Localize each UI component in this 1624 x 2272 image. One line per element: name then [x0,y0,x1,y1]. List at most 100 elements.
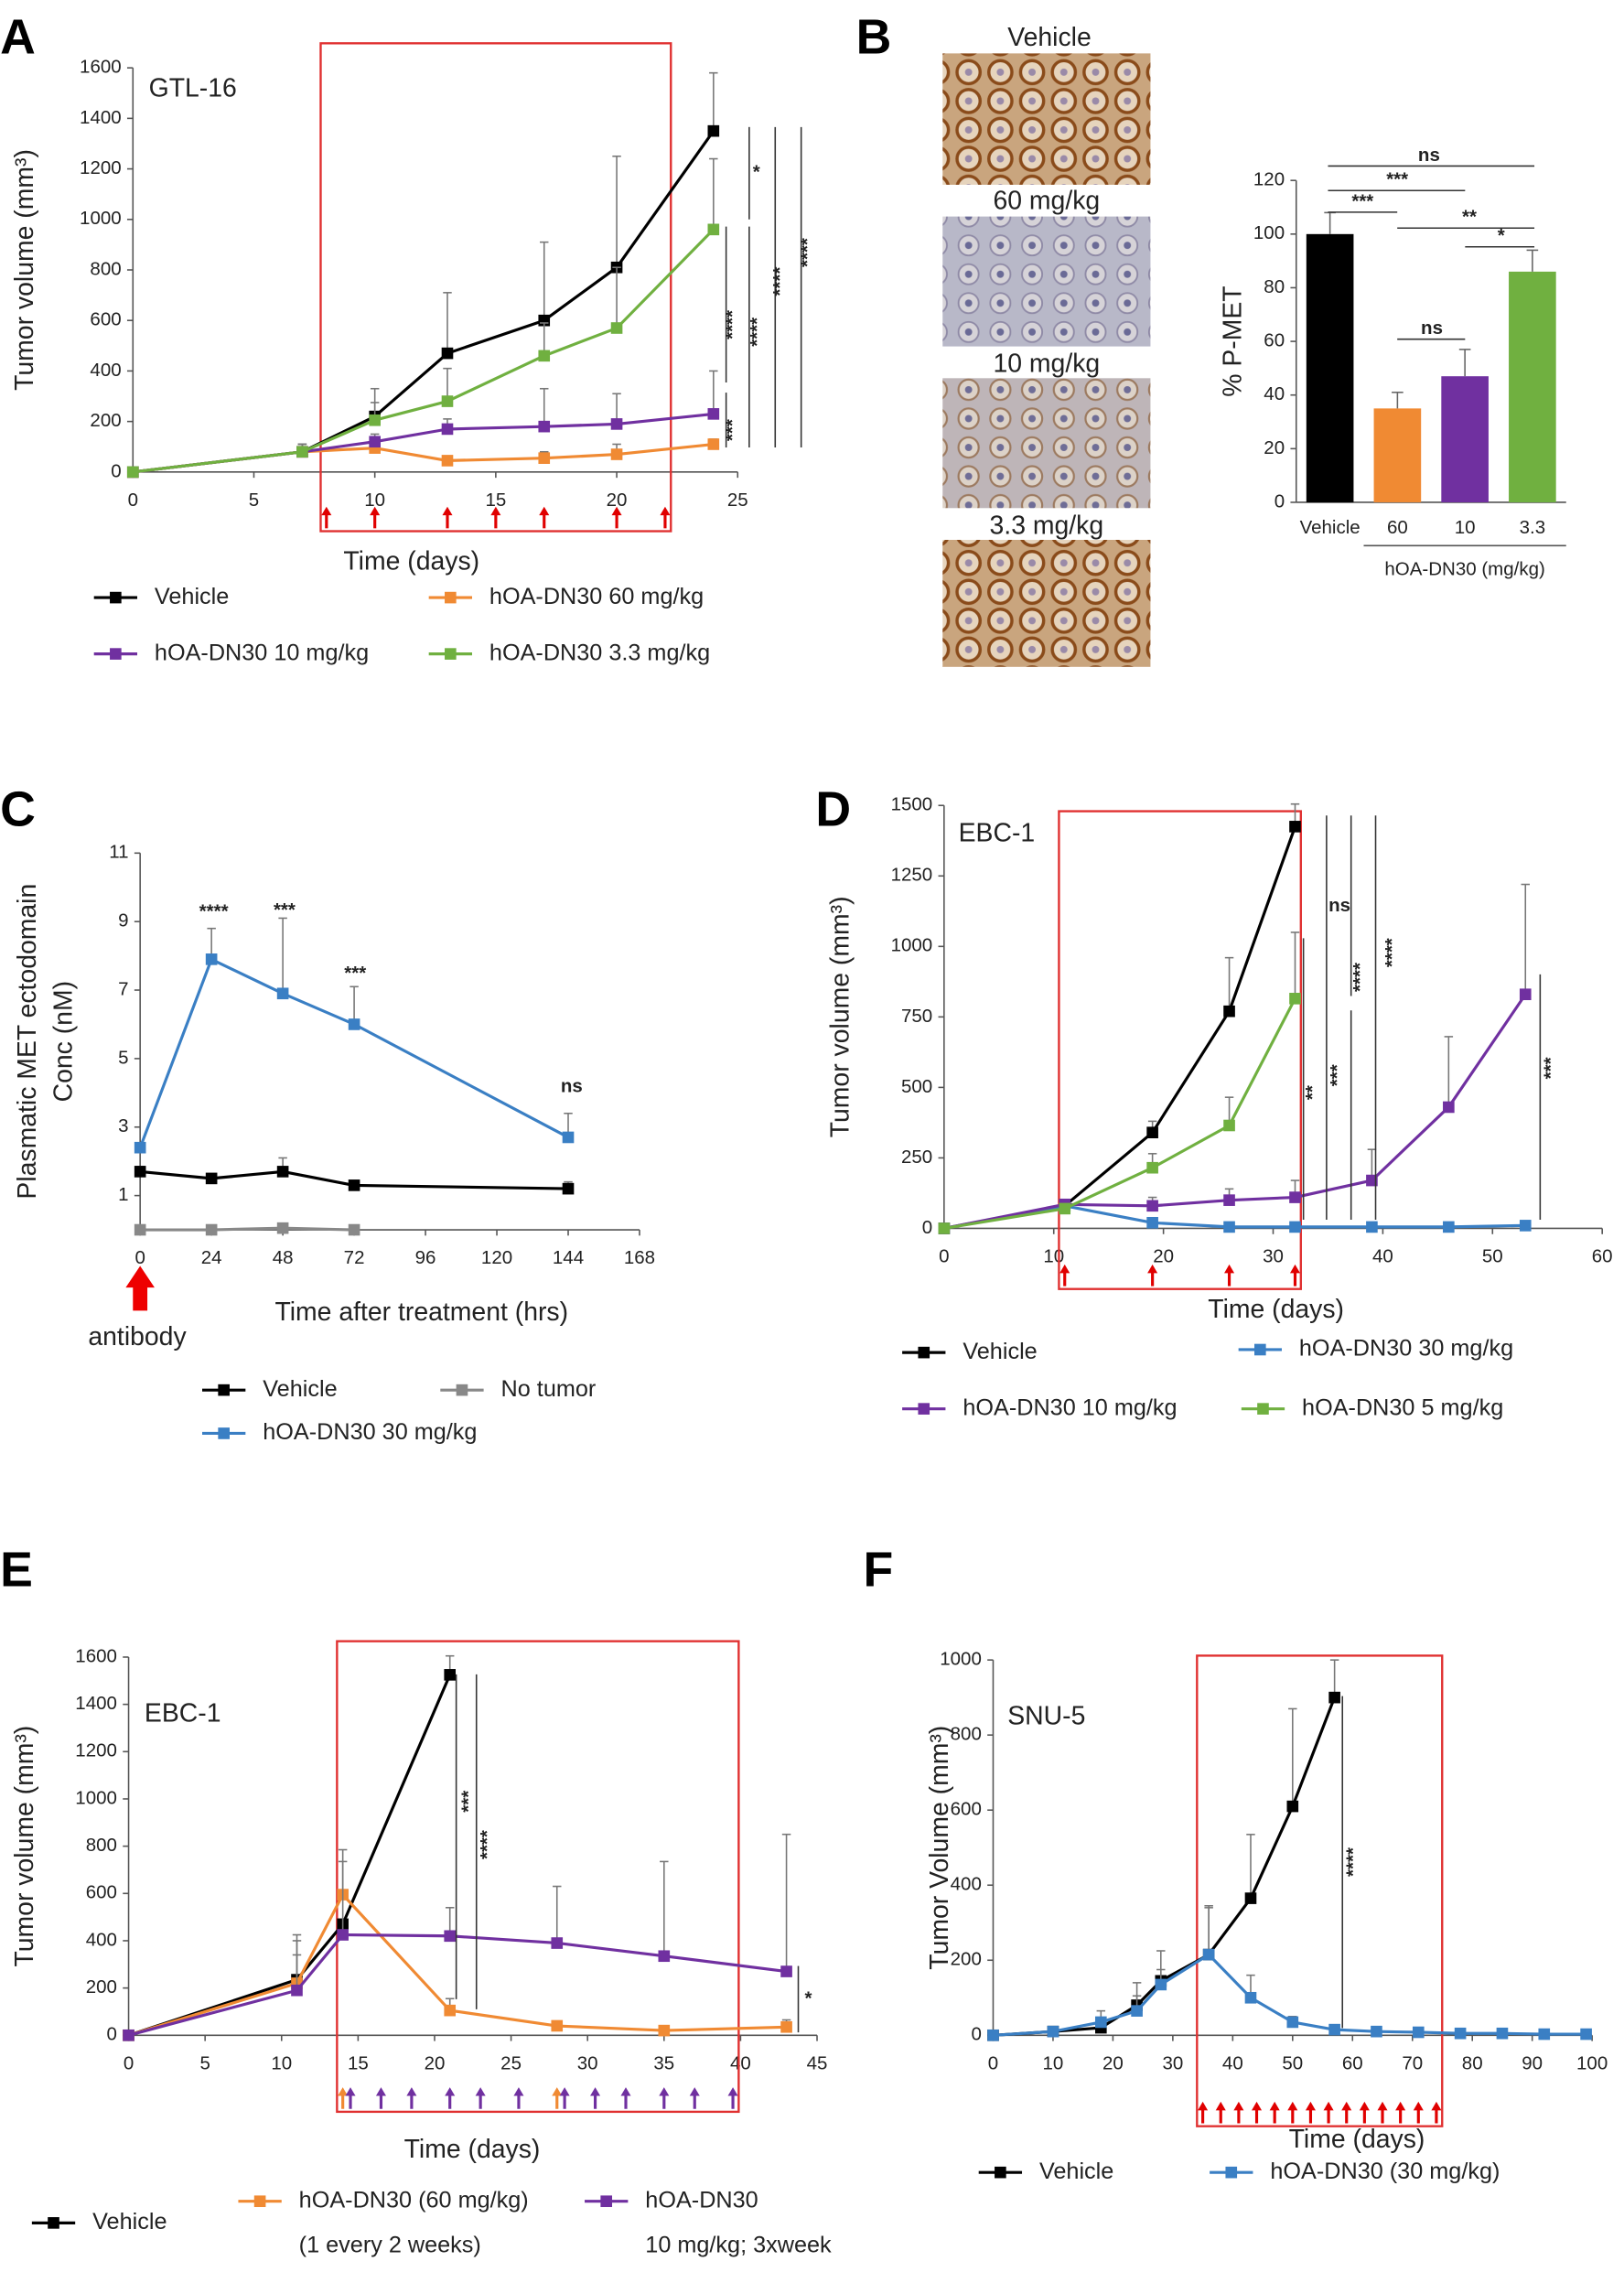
marker [610,448,623,460]
x-tick-label: 20 [425,2052,446,2073]
marker [1366,1174,1378,1187]
legend-label: Vehicle [1039,2159,1113,2184]
legend-marker [918,1403,930,1415]
antibody-arrow [125,1265,155,1311]
x-tick-label: 144 [553,1247,584,1268]
dose-arrow-head [445,2087,456,2096]
marker [1371,2025,1382,2038]
marker [538,452,551,464]
dose-arrow-head [1323,2101,1334,2111]
marker [1223,1221,1235,1233]
marker [441,347,454,360]
legend-marker [1225,2166,1238,2179]
y-axis-label: Tumor Volume (mm³) [925,1726,954,1970]
y-axis-label: Conc (nM) [49,981,79,1102]
dose-arrow-head [375,2087,386,2096]
legend-label: hOA-DN30 60 mg/kg [489,584,704,609]
series-line [140,1226,355,1232]
series-line [128,1674,452,2037]
x-tick-label: 30 [1162,2052,1183,2073]
dose-arrow-head [659,2087,670,2096]
significance-label: **** [1382,938,1403,967]
legend-label: Vehicle [963,1339,1037,1364]
dose-arrow-head [660,506,671,516]
marker [1538,2028,1551,2040]
panel-letter: A [0,9,36,64]
marker [1244,1892,1257,1904]
legend-label: Vehicle [92,2209,167,2234]
dose-arrow-head [1395,2101,1406,2111]
dose-arrow-head [1289,1264,1301,1274]
y-axis-label: Tumor volume (mm³) [10,149,39,391]
legend-marker [445,648,457,660]
y-tick-label: 400 [90,360,121,381]
treatment-window [336,1640,740,2114]
dose-arrow-head [1252,2101,1263,2111]
dose-arrow-head [1059,1264,1070,1274]
legend-marker [110,591,122,604]
dose-arrow-head [1341,2101,1352,2111]
x-tick-label: 10 [271,2052,292,2073]
y-tick-label: 200 [86,1976,117,1997]
marker [296,446,308,458]
x-tick-label: 120 [481,1247,512,1268]
y-axis-label: Tumor volume (mm³) [825,896,855,1137]
treatment-window [319,42,672,533]
dose-arrow-head [539,506,550,516]
dose-arrow-head [590,2087,601,2096]
marker [658,2024,671,2037]
series-line [943,825,1296,1231]
dose-arrow-head [513,2087,524,2096]
significance-label: ** [1462,207,1477,228]
y-tick-label: 1000 [75,1787,117,1808]
dose-arrow-head [406,2087,417,2096]
x-tick-label: 35 [653,2052,674,2073]
x-tick-label: 40 [1222,2052,1243,2073]
y-axis-label: % P-MET [1218,285,1247,396]
y-tick-label: 1000 [891,935,933,956]
significance-label: **** [722,310,743,339]
x-tick-label: 3.3 [1520,517,1545,538]
dose-arrow-head [490,506,501,516]
marker [707,124,720,137]
significance-label: **** [797,238,818,267]
y-tick-label: 600 [90,309,121,330]
marker [126,466,139,479]
significance-label: *** [1540,1057,1561,1079]
dose-arrow-head [1287,2101,1298,2111]
significance-label: **** [477,1830,498,1859]
bar [1306,233,1354,502]
y-tick-label: 1600 [80,57,122,78]
marker [1286,1800,1299,1813]
marker [562,1182,575,1195]
y-tick-label: 5 [118,1047,128,1068]
x-tick-label: 0 [124,2052,134,2073]
x-axis-label: Time after treatment (hrs) [274,1298,568,1327]
y-tick-label: 1250 [891,865,933,886]
marker [610,322,623,334]
significance-label: *** [274,899,296,921]
x-tick-label: 40 [1372,1245,1393,1266]
legend-marker [995,2166,1006,2179]
y-tick-label: 1000 [940,1649,982,1670]
arrow-label: antibody [88,1322,187,1351]
marker [205,1172,218,1185]
legend-marker [918,1346,930,1359]
legend-label: hOA-DN30 (30 mg/kg) [1270,2159,1500,2184]
significance-label: ns [1328,895,1350,916]
marker [1289,1221,1301,1233]
dose-arrow-head [611,506,622,516]
marker [276,1222,289,1234]
significance-label: **** [769,267,790,296]
x-tick-label: 10 [364,490,385,511]
marker [1202,1948,1215,1961]
y-tick-label: 1 [118,1184,128,1205]
dose-arrow-head [442,506,453,516]
legend-marker [48,2217,59,2229]
legend-label: hOA-DN30 10 mg/kg [963,1394,1177,1420]
significance-label: **** [1342,1847,1363,1877]
y-tick-label: 1600 [75,1645,117,1666]
marker [441,455,454,467]
marker [551,2019,564,2032]
x-tick-label: 100 [1576,2052,1608,2073]
